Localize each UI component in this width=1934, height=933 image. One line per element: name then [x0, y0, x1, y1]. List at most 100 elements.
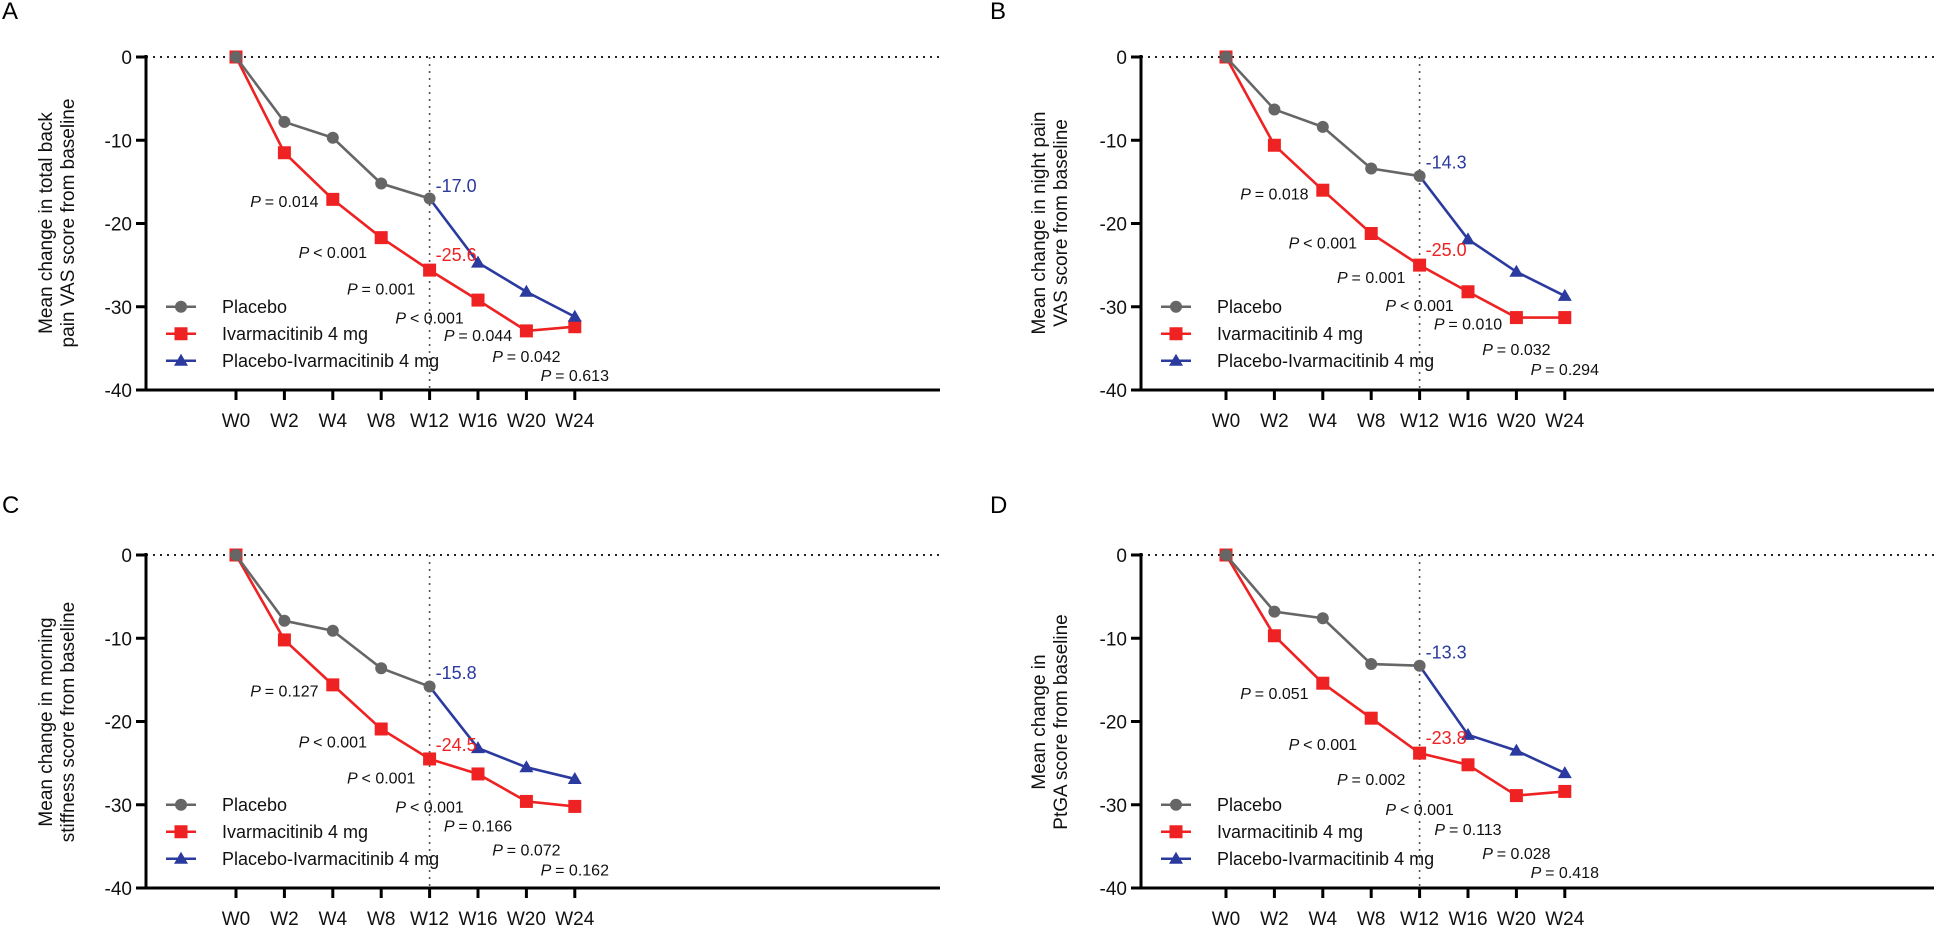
series-placebo [230, 51, 436, 205]
legend-item: Placebo [1161, 795, 1282, 815]
p-value-label: P = 0.162 [541, 863, 609, 880]
p-symbol: P [444, 819, 459, 836]
series-placebo [1220, 549, 1426, 672]
data-point [471, 293, 485, 307]
p-value-label: P < 0.001 [299, 734, 367, 751]
x-tick-label: W0 [1212, 411, 1241, 432]
x-tick-label: W16 [458, 411, 497, 432]
data-point [1365, 162, 1378, 175]
x-tick-label: W16 [1448, 909, 1487, 927]
p-value-label: P < 0.001 [1385, 298, 1453, 315]
p-value-text: = 0.418 [1545, 865, 1599, 882]
p-value-text: = 0.294 [1545, 362, 1599, 379]
data-point [374, 231, 388, 245]
p-value-text: = 0.051 [1255, 686, 1309, 703]
data-point [423, 263, 437, 277]
p-symbol: P [1434, 316, 1449, 333]
legend-item: Placebo-Ivarmacitinib 4 mg [1161, 849, 1434, 869]
p-value-text: < 0.001 [1303, 737, 1357, 754]
legend-label: Ivarmacitinib 4 mg [1217, 324, 1363, 344]
data-point [278, 614, 291, 627]
p-symbol: P [1385, 298, 1400, 315]
data-point [471, 255, 485, 268]
x-tick-label: W8 [1357, 411, 1386, 432]
y-tick-label: 0 [121, 546, 132, 567]
data-point [1220, 549, 1232, 561]
series-placebo-ivarmacitinib-4-mg [1418, 664, 1572, 779]
panel-letter: D [990, 492, 1008, 519]
data-point [423, 680, 436, 693]
x-tick-label: W0 [222, 909, 251, 927]
x-tick-label: W2 [1260, 411, 1289, 432]
series-line [234, 56, 575, 333]
data-point [519, 760, 534, 773]
data-point [471, 741, 485, 754]
series-line [1224, 56, 1565, 319]
legend-marker [174, 851, 188, 864]
y-axis-label-line: Mean change in night pain [1029, 112, 1050, 335]
y-tick-label: -10 [1100, 629, 1127, 650]
x-tick-label: W12 [1400, 909, 1439, 927]
p-value-text: = 0.162 [555, 863, 609, 880]
legend-label: Placebo [1217, 795, 1282, 815]
y-tick-label: -40 [105, 381, 132, 402]
y-axis-label-line: Mean change in [1029, 654, 1050, 789]
data-point [519, 284, 534, 297]
p-value-text: = 0.014 [265, 194, 319, 211]
p-value-label: P = 0.127 [250, 684, 318, 701]
legend-marker [1169, 851, 1183, 864]
y-tick-label: -20 [1100, 713, 1127, 734]
p-symbol: P [492, 349, 507, 366]
p-symbol: P [347, 770, 362, 787]
x-tick-label: W2 [270, 909, 299, 927]
y-tick-label: -20 [1100, 215, 1127, 236]
y-axis-label-line: Mean change in morning [36, 617, 57, 826]
series-line [1225, 56, 1420, 178]
data-point [568, 799, 582, 813]
p-value-label: P = 0.418 [1531, 865, 1599, 882]
legend-item: Placebo [1161, 297, 1282, 317]
panel-c: C Mean change in morningstiffness score … [0, 470, 967, 933]
y-axis-label-line: Mean change in total back [36, 112, 57, 334]
panel-letter: B [990, 0, 1007, 25]
legend-label: Placebo-Ivarmacitinib 4 mg [1217, 849, 1434, 869]
series-line [234, 554, 431, 688]
panel-letter: C [2, 492, 20, 519]
p-symbol: P [1531, 362, 1546, 379]
p-value-text: < 0.001 [410, 311, 464, 328]
p-symbol: P [541, 863, 556, 880]
value-annotation: -23.8 [1426, 728, 1467, 748]
p-value-text: < 0.001 [410, 799, 464, 816]
p-value-text: = 0.002 [1352, 772, 1406, 789]
series-ivarmacitinib-4-mg [1219, 50, 1572, 325]
p-symbol: P [1337, 772, 1352, 789]
series-line [1225, 554, 1420, 668]
value-annotation: -17.0 [436, 176, 477, 196]
p-value-text: = 0.018 [1255, 187, 1309, 204]
y-tick-label: -30 [105, 796, 132, 817]
x-tick-label: W8 [367, 909, 396, 927]
p-value-text: = 0.044 [458, 328, 512, 345]
data-point [1461, 758, 1475, 772]
p-symbol: P [1289, 737, 1304, 754]
value-annotation: -15.8 [436, 663, 477, 683]
series-line [234, 56, 430, 200]
legend-label: Ivarmacitinib 4 mg [1217, 822, 1363, 842]
data-point [1365, 658, 1378, 671]
data-point [230, 51, 242, 63]
series-placebo-ivarmacitinib-4-mg [428, 197, 582, 322]
p-value-label: P = 0.294 [1531, 362, 1599, 379]
y-tick-label: -10 [1100, 131, 1127, 152]
p-value-text: = 0.042 [507, 349, 561, 366]
legend-item: Placebo-Ivarmacitinib 4 mg [166, 849, 439, 869]
data-point [1509, 743, 1524, 756]
x-tick-label: W12 [1400, 411, 1439, 432]
p-symbol: P [1385, 802, 1400, 819]
p-value-text: = 0.010 [1448, 316, 1502, 333]
series-line [1418, 664, 1566, 775]
data-point [519, 324, 533, 338]
x-tick-label: W0 [222, 411, 251, 432]
legend-marker [1170, 798, 1182, 811]
p-value-text: < 0.001 [1400, 802, 1454, 819]
legend-item: Ivarmacitinib 4 mg [1161, 822, 1363, 842]
